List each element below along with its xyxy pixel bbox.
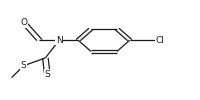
Text: S: S	[44, 70, 50, 79]
Text: O: O	[20, 18, 27, 27]
Text: N: N	[56, 36, 63, 45]
Text: S: S	[21, 61, 26, 70]
Text: Cl: Cl	[156, 36, 164, 45]
